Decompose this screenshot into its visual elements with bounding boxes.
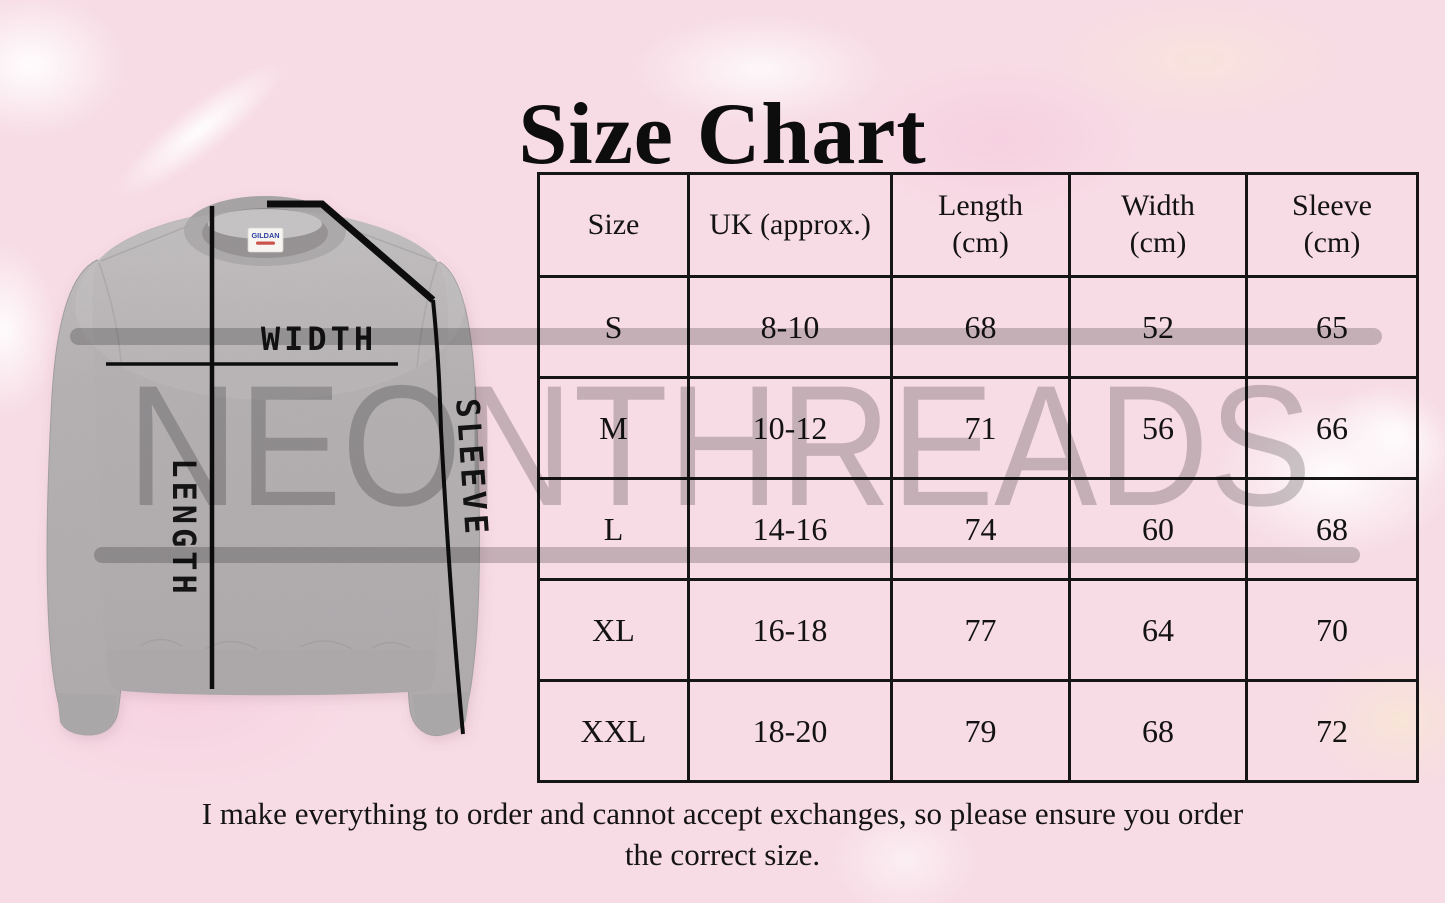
cell-uk: 14-16	[687, 477, 893, 581]
cell-size: M	[537, 376, 690, 480]
cell-sleeve: 72	[1245, 679, 1419, 783]
page-title: Size Chart	[518, 85, 927, 183]
sleeve-measure-line	[431, 299, 465, 735]
column-header-sleeve: Sleeve (cm)	[1245, 172, 1419, 278]
cell-size: S	[537, 275, 690, 379]
column-header-width: Width (cm)	[1068, 172, 1248, 278]
cell-size: XXL	[537, 679, 690, 783]
cell-width: 56	[1068, 376, 1248, 480]
cell-uk: 18-20	[687, 679, 893, 783]
cell-length: 79	[890, 679, 1071, 783]
cell-size: L	[537, 477, 690, 581]
column-header-length: Length (cm)	[890, 172, 1071, 278]
table-row-l: L 14-16 74 60 68	[537, 477, 1419, 581]
footer-note: I make everything to order and cannot ac…	[93, 793, 1353, 875]
table-header-row: Size UK (approx.) Length (cm) Width (cm) S…	[537, 172, 1419, 278]
neck-tag-brand: GILDAN	[252, 233, 280, 240]
cell-length: 71	[890, 376, 1071, 480]
footer-note-line: I make everything to order and cannot ac…	[201, 796, 1244, 831]
cell-length: 77	[890, 578, 1071, 682]
column-header-uk: UK (approx.)	[687, 172, 893, 278]
table-row-xl: XL 16-18 77 64 70	[537, 578, 1419, 682]
table-row-s: S 8-10 68 52 65	[537, 275, 1419, 379]
footer-note-line: the correct size.	[624, 837, 821, 872]
cell-sleeve: 65	[1245, 275, 1419, 379]
cell-sleeve: 70	[1245, 578, 1419, 682]
column-header-size: Size	[537, 172, 690, 278]
sweatshirt-photo: GILDAN	[46, 196, 480, 737]
cell-size: XL	[537, 578, 690, 682]
cell-width: 60	[1068, 477, 1248, 581]
cell-uk: 8-10	[687, 275, 893, 379]
cell-uk: 16-18	[687, 578, 893, 682]
table-row-xxl: XXL 18-20 79 68 72	[537, 679, 1419, 783]
cell-width: 68	[1068, 679, 1248, 783]
cell-length: 74	[890, 477, 1071, 581]
cell-uk: 10-12	[687, 376, 893, 480]
cell-sleeve: 68	[1245, 477, 1419, 581]
neck-tag: GILDAN	[247, 227, 284, 253]
size-chart-table: Size UK (approx.) Length (cm) Width (cm) S…	[537, 172, 1419, 783]
cell-width: 52	[1068, 275, 1248, 379]
cell-width: 64	[1068, 578, 1248, 682]
cell-sleeve: 66	[1245, 376, 1419, 480]
width-label: WIDTH	[260, 320, 378, 358]
cell-length: 68	[890, 275, 1071, 379]
table-row-m: M 10-12 71 56 66	[537, 376, 1419, 480]
length-label: LENGTH	[165, 458, 203, 598]
neck-tag-red-script	[256, 241, 275, 245]
